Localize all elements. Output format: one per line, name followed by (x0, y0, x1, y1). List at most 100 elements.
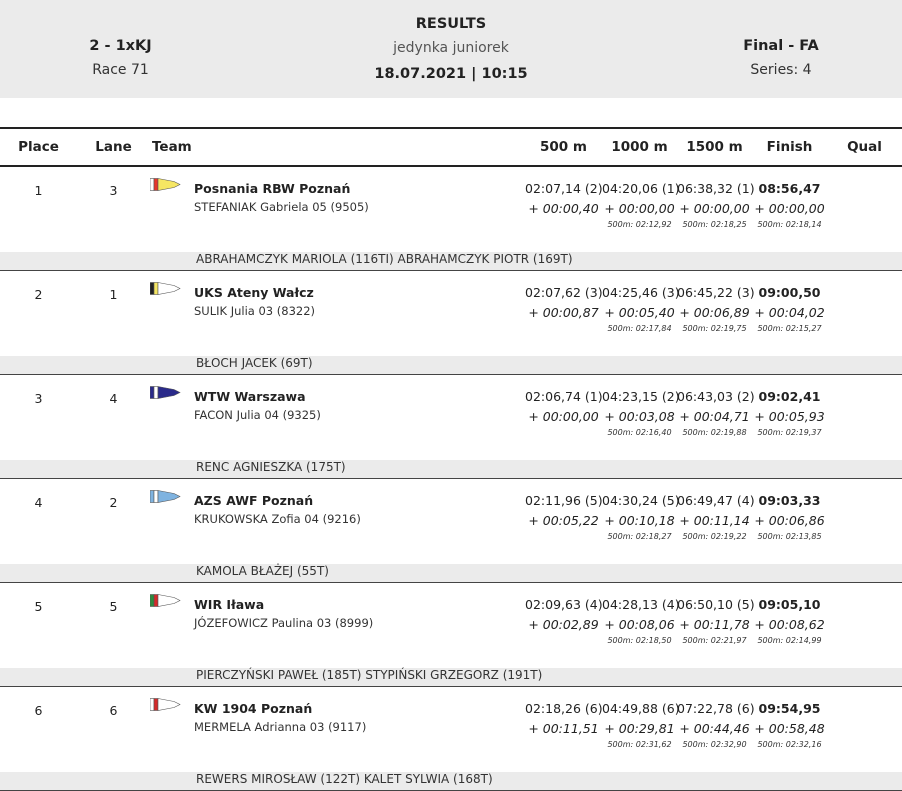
split-cell-1000m: 04:25,46 (3) + 00:05,40 500m: 02:17,84 (602, 271, 680, 357)
table-row: 3 4 WTW Warszawa FACON Julia 04 (9325) 02:06… (0, 375, 902, 461)
split-pace: 500m: 02:16,40 (607, 428, 672, 437)
table-header-row: Place Lane Team 500 m 1000 m 1500 m Fini… (0, 127, 902, 167)
club-flag-icon (150, 698, 181, 711)
team-info: AZS AWF Poznań KRUKOWSKA Zofia 04 (9216) (194, 492, 361, 528)
column-header-finish: Finish (752, 127, 827, 167)
split-cell-1000m: 04:28,13 (4) + 00:08,06 500m: 02:18,50 (602, 583, 680, 669)
split-difference: + 00:29,81 (604, 721, 675, 736)
team-info: WTW Warszawa FACON Julia 04 (9325) (194, 388, 321, 424)
coach-row: KAMOLA BŁAŻEJ (55T) (0, 564, 902, 583)
split-time: 09:03,33 (758, 493, 821, 508)
coaches-text: PIERCZYŃSKI PAWEŁ (185T) STYPIŃSKI GRZEG… (150, 668, 902, 687)
split-cell-1500m: 07:22,78 (6) + 00:44,46 500m: 02:32,90 (677, 687, 755, 773)
split-time: 02:07,62 (3) (525, 285, 603, 300)
team-cell: AZS AWF Poznań KRUKOWSKA Zofia 04 (9216) (150, 479, 525, 565)
split-time: 09:05,10 (758, 597, 821, 612)
table-row: 6 6 KW 1904 Poznań MERMELA Adrianna 03 (911… (0, 687, 902, 773)
team-info: KW 1904 Poznań MERMELA Adrianna 03 (9117) (194, 700, 366, 736)
split-pace: 500m: 02:19,22 (682, 532, 747, 541)
split-time: 02:06,74 (1) (525, 389, 603, 404)
split-pace: 500m: 02:18,14 (757, 220, 822, 229)
club-flag-icon (150, 282, 181, 295)
split-difference: + 00:58,48 (754, 721, 825, 736)
coaches-text: ABRAHAMCZYK MARIOLA (116TI) ABRAHAMCZYK … (150, 252, 902, 271)
team-info: WIR Iława JÓZEFOWICZ Paulina 03 (8999) (194, 596, 373, 632)
phase-info: Final - FA Series: 4 (716, 36, 846, 83)
column-header-1000m: 1000 m (602, 127, 677, 167)
qual-cell (827, 687, 902, 773)
split-pace: 500m: 02:32,90 (682, 740, 747, 749)
rower-name[interactable]: KRUKOWSKA Zofia 04 (9216) (194, 512, 361, 526)
split-cell-1000m: 04:49,88 (6) + 00:29,81 500m: 02:31,62 (602, 687, 680, 773)
coaches-text: RENC AGNIESZKA (175T) (150, 460, 902, 479)
split-cell-1000m: 04:20,06 (1) + 00:00,00 500m: 02:12,92 (602, 166, 680, 252)
split-cell-1500m: 06:50,10 (5) + 00:11,78 500m: 02:21,97 (677, 583, 755, 669)
team-cell: WTW Warszawa FACON Julia 04 (9325) (150, 375, 525, 461)
split-difference: + 00:00,00 (679, 201, 750, 216)
split-cell-finish: 09:05,10 + 00:08,62 500m: 02:14,99 (752, 583, 827, 669)
split-difference: + 00:11,51 (528, 721, 599, 736)
split-time: 06:45,22 (3) (677, 285, 755, 300)
table-row: 4 2 AZS AWF Poznań KRUKOWSKA Zofia 04 (9216… (0, 479, 902, 565)
split-difference: + 00:11,14 (679, 513, 750, 528)
team-cell: KW 1904 Poznań MERMELA Adrianna 03 (9117) (150, 687, 525, 773)
split-cell-500m: 02:09,63 (4) + 00:02,89 (525, 583, 603, 669)
split-cell-finish: 09:02,41 + 00:05,93 500m: 02:19,37 (752, 375, 827, 461)
split-difference: + 00:00,40 (528, 201, 599, 216)
split-cell-finish: 09:54,95 + 00:58,48 500m: 02:32,16 (752, 687, 827, 773)
place-cell: 1 (34, 183, 43, 198)
coach-row: REWERS MIROSŁAW (122T) KALET SYLWIA (168… (0, 772, 902, 791)
split-time: 02:07,14 (2) (525, 181, 603, 196)
split-difference: + 00:44,46 (679, 721, 750, 736)
coach-row: RENC AGNIESZKA (175T) (0, 460, 902, 479)
column-header-lane: Lane (77, 127, 150, 167)
split-pace: 500m: 02:14,99 (757, 636, 822, 645)
race-datetime: 18.07.2021 | 10:15 (374, 66, 528, 82)
split-difference: + 00:10,18 (604, 513, 675, 528)
team-name[interactable]: KW 1904 Poznań (194, 701, 313, 716)
split-pace: 500m: 02:31,62 (607, 740, 672, 749)
results-table: Place Lane Team 500 m 1000 m 1500 m Fini… (0, 127, 902, 791)
place-cell: 4 (34, 495, 43, 510)
split-difference: + 00:05,22 (528, 513, 599, 528)
page-title: RESULTS (415, 16, 487, 32)
split-difference: + 00:00,00 (528, 409, 599, 424)
split-difference: + 00:03,08 (604, 409, 675, 424)
lane-cell: 5 (109, 599, 118, 614)
team-name[interactable]: UKS Ateny Wałcz (194, 285, 314, 300)
column-header-1500m: 1500 m (677, 127, 752, 167)
lane-cell: 3 (109, 183, 118, 198)
lane-cell: 4 (109, 391, 118, 406)
team-name[interactable]: WTW Warszawa (194, 389, 306, 404)
coach-row: ABRAHAMCZYK MARIOLA (116TI) ABRAHAMCZYK … (0, 252, 902, 271)
split-cell-finish: 09:00,50 + 00:04,02 500m: 02:15,27 (752, 271, 827, 357)
split-time: 04:23,15 (2) (602, 389, 680, 404)
split-time: 04:30,24 (5) (602, 493, 680, 508)
split-time: 09:02,41 (758, 389, 821, 404)
rower-name[interactable]: MERMELA Adrianna 03 (9117) (194, 720, 367, 734)
split-pace: 500m: 02:18,27 (607, 532, 672, 541)
team-name[interactable]: Posnania RBW Poznań (194, 181, 351, 196)
club-flag-icon (150, 490, 181, 503)
team-name[interactable]: AZS AWF Poznań (194, 493, 314, 508)
place-cell: 3 (34, 391, 43, 406)
table-row: 1 3 Posnania RBW Poznań STEFANIAK Gabriela … (0, 166, 902, 252)
column-header-place: Place (0, 127, 77, 167)
split-difference: + 00:00,87 (528, 305, 599, 320)
rower-name[interactable]: FACON Julia 04 (9325) (194, 408, 321, 422)
split-pace: 500m: 02:12,92 (607, 220, 672, 229)
team-name[interactable]: WIR Iława (194, 597, 265, 612)
place-cell: 5 (34, 599, 43, 614)
rower-name[interactable]: STEFANIAK Gabriela 05 (9505) (194, 200, 369, 214)
split-difference: + 00:02,89 (528, 617, 599, 632)
split-time: 06:43,03 (2) (677, 389, 755, 404)
split-pace: 500m: 02:13,85 (757, 532, 822, 541)
split-cell-finish: 09:03,33 + 00:06,86 500m: 02:13,85 (752, 479, 827, 565)
split-cell-500m: 02:07,14 (2) + 00:00,40 (525, 166, 603, 252)
rower-name[interactable]: JÓZEFOWICZ Paulina 03 (8999) (194, 616, 374, 630)
rower-name[interactable]: SULIK Julia 03 (8322) (194, 304, 316, 318)
race-info: 2 - 1xKJ Race 71 (48, 36, 193, 83)
coaches-text: REWERS MIROSŁAW (122T) KALET SYLWIA (168… (150, 772, 902, 791)
split-cell-1500m: 06:45,22 (3) + 00:06,89 500m: 02:19,75 (677, 271, 755, 357)
split-time: 06:49,47 (4) (677, 493, 755, 508)
